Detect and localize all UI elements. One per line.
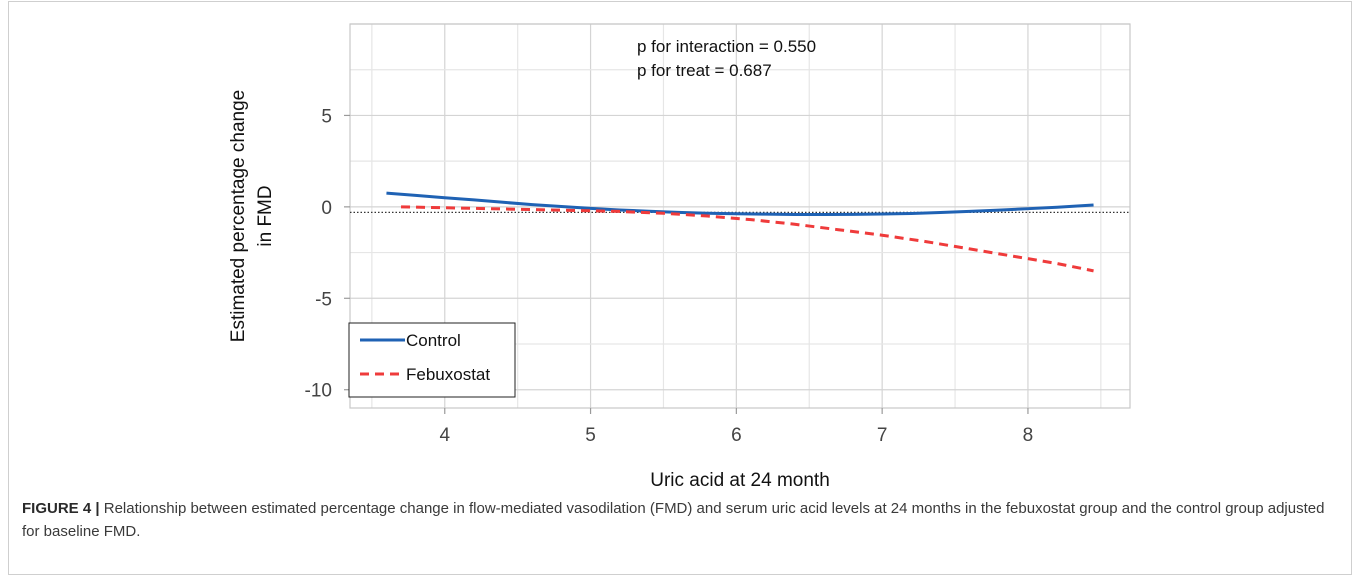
x-tick-label: 7 xyxy=(877,425,888,446)
legend-label: Control xyxy=(406,331,461,350)
caption-separator: | xyxy=(91,500,104,517)
legend-box xyxy=(348,322,516,398)
y-tick-label: 5 xyxy=(321,106,332,127)
y-axis-title: Estimated percentage change xyxy=(228,90,249,342)
figure-caption: FIGURE 4 | Relationship between estimate… xyxy=(22,497,1342,543)
legend-label: Febuxostat xyxy=(406,365,490,384)
line-chart: 4 5 6 7 8 5 0 -5 -10 Uric acid at 24 month Estimat… xyxy=(228,23,1131,491)
x-tick-label: 8 xyxy=(1023,425,1034,446)
caption-label: FIGURE 4 xyxy=(22,500,92,517)
x-axis-title: Uric acid at 24 month xyxy=(650,470,830,491)
annotation-text: p for treat = 0.687 xyxy=(637,61,772,80)
y-tick-label: -5 xyxy=(315,289,332,310)
y-tick-label: 0 xyxy=(321,198,332,219)
legend: Control Febuxostat xyxy=(348,322,516,398)
x-tick-label: 6 xyxy=(731,425,742,446)
plot-border xyxy=(349,23,1131,409)
series-line-control xyxy=(386,191,1094,217)
annotation-text: p for interaction = 0.550 xyxy=(637,37,816,56)
y-axis-title: in FMD xyxy=(255,185,276,246)
y-tick-label: -10 xyxy=(305,381,332,402)
caption-text: Relationship between estimated percentag… xyxy=(22,500,1325,540)
x-tick-label: 5 xyxy=(585,425,596,446)
x-tick-label: 4 xyxy=(439,425,450,446)
series-line-febuxostat xyxy=(400,205,1094,273)
